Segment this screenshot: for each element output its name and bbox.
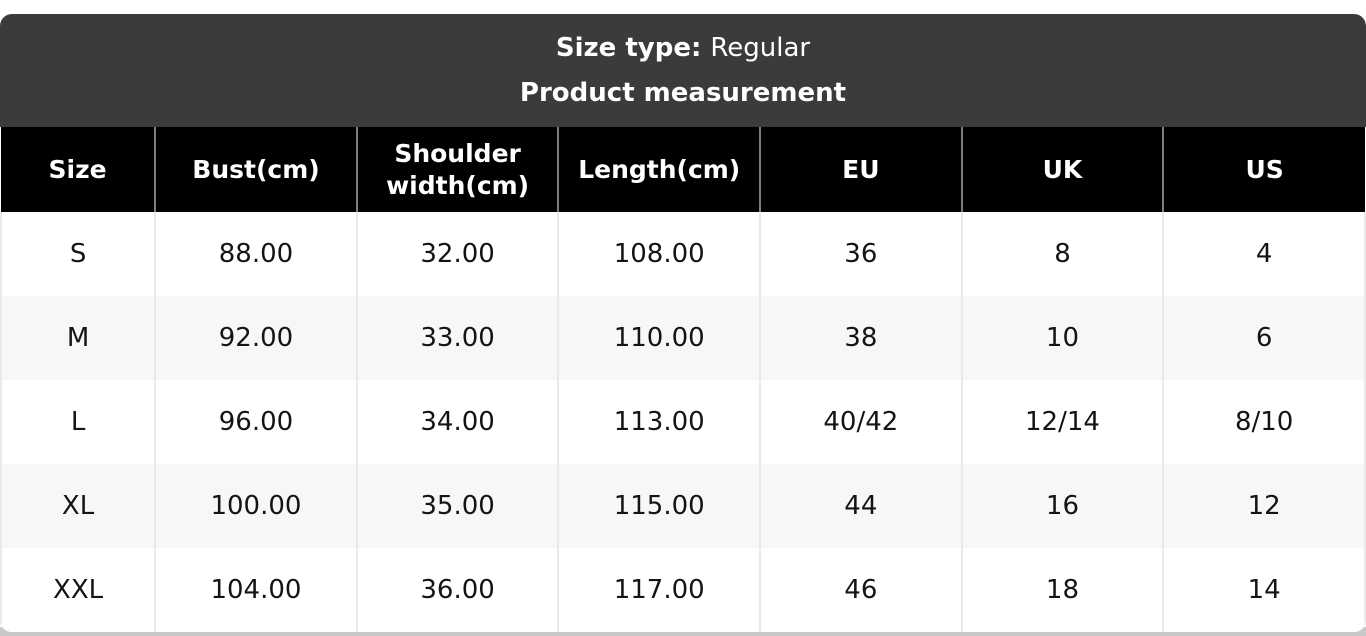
column-header-eu: EU bbox=[759, 127, 962, 212]
size-type-value: Regular bbox=[710, 33, 811, 63]
cell-bust: 96.00 bbox=[154, 380, 357, 464]
cell-shoulder-width: 33.00 bbox=[355, 296, 559, 380]
table-row-xxl: XXL 104.00 36.00 117.00 46 18 14 bbox=[0, 548, 1366, 632]
size-type-line: Size type: Regular bbox=[556, 33, 810, 63]
cell-bust: 104.00 bbox=[154, 548, 357, 632]
cell-eu: 44 bbox=[759, 464, 962, 548]
column-header-uk: UK bbox=[960, 127, 1164, 212]
product-measurement-title: Product measurement bbox=[519, 78, 847, 108]
cell-bust: 100.00 bbox=[154, 464, 357, 548]
cell-shoulder-width: 35.00 bbox=[355, 464, 559, 548]
cell-eu: 38 bbox=[759, 296, 962, 380]
size-chart-card: Size type: Regular Product measurement S… bbox=[0, 14, 1366, 632]
column-header-us: US bbox=[1162, 127, 1365, 212]
cell-us: 8/10 bbox=[1162, 380, 1366, 464]
column-header-shoulder-width: Shoulder width(cm) bbox=[355, 127, 559, 212]
cell-size: S bbox=[0, 212, 156, 296]
cell-shoulder-width: 34.00 bbox=[355, 380, 559, 464]
cell-us: 6 bbox=[1162, 296, 1366, 380]
cell-shoulder-width: 32.00 bbox=[355, 212, 559, 296]
cell-uk: 18 bbox=[960, 548, 1164, 632]
cell-eu: 36 bbox=[759, 212, 962, 296]
cell-us: 12 bbox=[1162, 464, 1366, 548]
size-type-label: Size type: bbox=[555, 33, 702, 63]
column-header-bust: Bust(cm) bbox=[154, 127, 357, 212]
cell-length: 115.00 bbox=[557, 464, 761, 548]
table-row-m: M 92.00 33.00 110.00 38 10 6 bbox=[0, 296, 1366, 380]
column-header-length: Length(cm) bbox=[557, 127, 761, 212]
table-row-l: L 96.00 34.00 113.00 40/42 12/14 8/10 bbox=[0, 380, 1366, 464]
cell-size: M bbox=[0, 296, 156, 380]
cell-length: 110.00 bbox=[557, 296, 761, 380]
cell-length: 117.00 bbox=[557, 548, 761, 632]
cell-uk: 8 bbox=[960, 212, 1164, 296]
size-chart-table: Size Bust(cm) Shoulder width(cm) Length(… bbox=[0, 127, 1366, 632]
cell-eu: 40/42 bbox=[759, 380, 962, 464]
cell-eu: 46 bbox=[759, 548, 962, 632]
cell-uk: 10 bbox=[960, 296, 1164, 380]
size-chart-title-bar: Size type: Regular Product measurement bbox=[0, 14, 1366, 127]
cell-size: XXL bbox=[0, 548, 156, 632]
cell-shoulder-width: 36.00 bbox=[355, 548, 559, 632]
cell-uk: 12/14 bbox=[960, 380, 1164, 464]
cell-bust: 92.00 bbox=[154, 296, 357, 380]
cell-size: XL bbox=[0, 464, 156, 548]
cell-length: 108.00 bbox=[557, 212, 761, 296]
cell-us: 14 bbox=[1162, 548, 1366, 632]
size-chart-header-row: Size Bust(cm) Shoulder width(cm) Length(… bbox=[1, 127, 1365, 212]
cell-bust: 88.00 bbox=[154, 212, 357, 296]
cell-us: 4 bbox=[1162, 212, 1366, 296]
cell-uk: 16 bbox=[960, 464, 1164, 548]
table-row-xl: XL 100.00 35.00 115.00 44 16 12 bbox=[0, 464, 1366, 548]
table-row-s: S 88.00 32.00 108.00 36 8 4 bbox=[0, 212, 1366, 296]
cell-length: 113.00 bbox=[557, 380, 761, 464]
column-header-size: Size bbox=[1, 127, 156, 212]
cell-size: L bbox=[0, 380, 156, 464]
